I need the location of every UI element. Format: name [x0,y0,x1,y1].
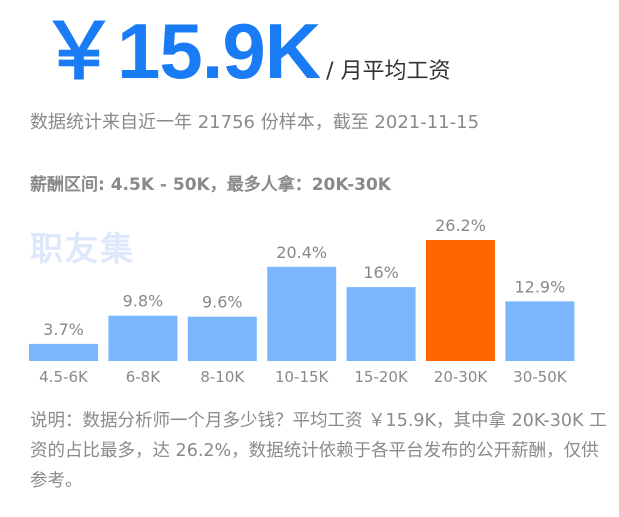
bar-4.5-6K [29,343,98,361]
data-label-10-15K: 20.4% [276,243,327,262]
data-label-6-8K: 9.8% [123,292,164,311]
salary-headline: ￥15.9K / 月平均工资 [40,6,451,96]
sample-stats: 数据统计来自近一年 21756 份样本，截至 2021-11-15 [30,112,480,133]
data-label-4.5-6K: 3.7% [43,320,84,339]
bar-15-20K [346,287,416,361]
tick-label-30-50K: 30-50K [513,368,568,386]
data-label-8-10K: 9.6% [202,293,243,312]
tick-label-15-20K: 15-20K [354,368,409,386]
average-salary: ￥15.9K [40,7,321,95]
bar-8-10K [187,316,257,361]
salary-distribution-chart: 3.7% 4.5-6K 9.8% 6-8K 9.6% 8-10K 20.4% 10-15K 16… [29,216,575,386]
tick-label-4.5-6K: 4.5-6K [39,368,89,386]
data-label-15-20K: 16% [363,263,399,282]
bar-30-50K [505,301,575,361]
footnote: 说明：数据分析师一个月多少钱？平均工资 ￥15.9K，其中拿 20K-30K 工… [30,411,607,491]
bar-20-30K [426,240,495,361]
watermark-logo: 职友集 [30,229,135,268]
tick-label-8-10K: 8-10K [200,368,245,386]
salary-unit: / 月平均工资 [326,59,451,84]
salary-range: 薪酬区间: 4.5K - 50K，最多人拿：20K-30K [30,175,391,195]
data-label-20-30K: 26.2% [435,216,486,235]
data-label-30-50K: 12.9% [514,277,565,296]
tick-label-20-30K: 20-30K [434,368,489,386]
bar-6-8K [108,315,178,361]
tick-label-10-15K: 10-15K [275,368,330,386]
bar-10-15K [267,266,337,361]
tick-label-6-8K: 6-8K [126,368,161,386]
